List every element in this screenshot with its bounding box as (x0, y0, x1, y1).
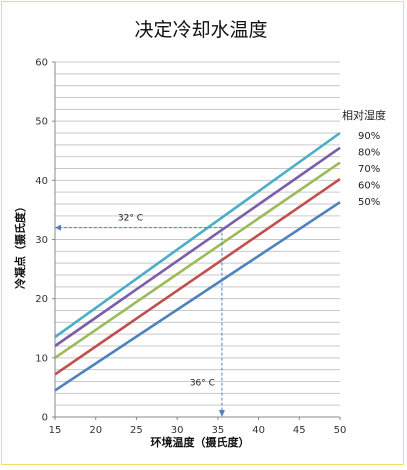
chart: 决定冷却水温度 32° C 36° C 0 10 20 30 40 50 60 15 20 25 30… (13, 19, 386, 449)
annotation-label: 32° C (118, 214, 143, 224)
x-tick-label: 20 (89, 425, 102, 436)
y-tick-label: 40 (35, 176, 48, 187)
legend-item: 60% (358, 181, 380, 192)
x-tick-label: 40 (252, 425, 265, 436)
y-tick-label: 0 (42, 413, 48, 424)
axes (52, 61, 341, 420)
y-tick-label: 10 (35, 353, 48, 364)
legend-item: 50% (358, 197, 380, 208)
legend-item: 80% (358, 148, 380, 159)
grid (55, 61, 340, 406)
series-line-60pct (54, 178, 341, 376)
y-tick-label: 30 (35, 235, 48, 246)
y-tick-label: 60 (35, 58, 48, 69)
series-line-80pct (54, 146, 341, 348)
legend-item: 70% (358, 164, 380, 175)
chart-frame: 决定冷却水温度 32° C 36° C 0 10 20 30 40 50 60 15 20 25 30… (1, 1, 404, 465)
annotation-arrowhead (218, 410, 225, 417)
series-line-50pct (54, 201, 341, 392)
annotation-label: 36° C (190, 379, 215, 389)
series-lines (54, 131, 341, 392)
legend-title: 相对湿度 (342, 108, 386, 122)
annotation-arrowhead (55, 224, 61, 231)
x-tick-label: 25 (130, 425, 143, 436)
chart-title: 决定冷却水温度 (134, 19, 267, 41)
x-tick-label: 50 (334, 425, 347, 436)
series-line-90pct (54, 131, 341, 339)
series-line-70pct (54, 161, 341, 359)
y-axis-label: 冷凝点（摄氏度） (13, 201, 27, 289)
y-tick-label: 20 (35, 294, 48, 305)
y-tick-label: 50 (35, 117, 48, 128)
x-axis-label: 环境温度（摄氏度） (151, 435, 250, 449)
x-tick-label: 45 (293, 425, 306, 436)
tick-labels: 0 10 20 30 40 50 60 15 20 25 30 35 40 45 50 (35, 58, 346, 437)
annotations: 32° C 36° C (55, 214, 225, 417)
x-tick-label: 30 (171, 425, 184, 436)
legend-item: 90% (358, 131, 380, 142)
legend: 相对湿度 90% 80% 70% 60% 50% (342, 108, 386, 208)
x-tick-label: 15 (49, 425, 62, 436)
x-tick-label: 35 (211, 425, 224, 436)
